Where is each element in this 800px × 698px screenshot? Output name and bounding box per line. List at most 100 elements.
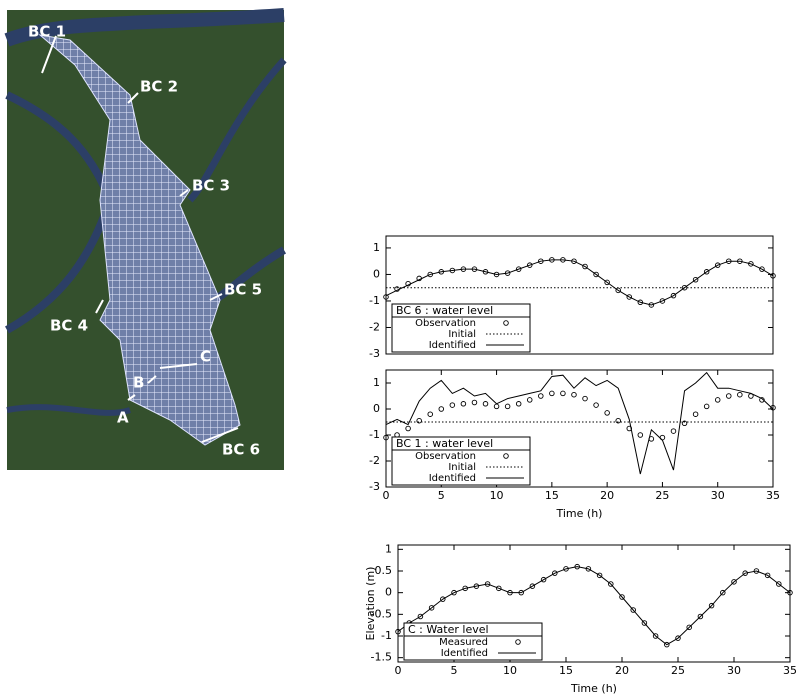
data-point	[471, 399, 478, 406]
x-tick-label: 15	[545, 489, 559, 502]
data-point	[703, 403, 710, 410]
data-point	[582, 263, 588, 270]
legend-label: Observation	[415, 451, 476, 462]
x-tick-label: 30	[711, 489, 725, 502]
data-point	[770, 273, 776, 279]
data-point	[493, 403, 500, 410]
data-point	[451, 589, 457, 596]
data-point	[764, 572, 771, 579]
legend-label: Initial	[448, 329, 476, 340]
legend-title: BC 6 : water level	[396, 304, 493, 317]
x-tick-label: 10	[503, 664, 517, 677]
y-tick-label: 0	[385, 586, 392, 599]
map-label: BC 5	[224, 281, 262, 299]
data-point	[759, 266, 765, 272]
y-tick-label: 0.5	[375, 564, 393, 577]
data-point	[619, 594, 625, 600]
data-point	[395, 628, 401, 635]
x-tick-label: 0	[395, 664, 402, 677]
data-point	[681, 284, 688, 291]
legend-marker	[503, 320, 509, 326]
data-point	[708, 602, 715, 609]
series-line	[385, 259, 774, 306]
data-point	[529, 583, 536, 589]
data-point	[670, 292, 677, 299]
data-point	[714, 262, 721, 268]
data-point	[438, 406, 445, 412]
data-point	[770, 404, 776, 411]
legend-label: Measured	[439, 637, 488, 648]
data-point	[427, 411, 433, 417]
data-point	[692, 277, 699, 283]
data-point	[383, 294, 389, 300]
data-point	[560, 390, 566, 397]
data-point	[383, 434, 389, 441]
data-point	[608, 581, 614, 587]
y-tick-label: -1	[369, 294, 380, 307]
data-point	[460, 401, 467, 407]
legend-label: Initial	[448, 462, 476, 473]
x-axis-label: Time (h)	[556, 507, 603, 520]
data-point	[428, 605, 435, 611]
x-tick-label: 20	[615, 664, 629, 677]
series-line	[385, 371, 774, 475]
map-label: BC 6	[222, 441, 260, 459]
satellite-map	[4, 8, 287, 470]
data-point	[526, 262, 533, 268]
data-point	[703, 269, 710, 275]
data-point	[670, 428, 677, 434]
legend-label: Identified	[441, 648, 488, 659]
x-tick-label: 15	[559, 664, 573, 677]
x-tick-label: 30	[727, 664, 741, 677]
data-point	[686, 624, 692, 631]
x-tick-label: 5	[438, 489, 445, 502]
x-tick-label: 35	[766, 489, 780, 502]
data-point	[504, 403, 511, 410]
data-point	[449, 402, 456, 408]
data-point	[515, 401, 522, 407]
data-point	[593, 271, 599, 278]
legend-marker	[503, 453, 509, 459]
x-tick-label: 25	[655, 489, 669, 502]
y-tick-label: 1	[373, 241, 380, 254]
data-point	[615, 417, 621, 424]
data-point	[538, 393, 544, 399]
plot-frame	[397, 544, 791, 663]
map-label: BC 3	[192, 177, 230, 195]
legend-title: BC 1 : water level	[396, 437, 493, 450]
legend-marker	[515, 639, 521, 645]
data-point	[549, 390, 555, 397]
map-label: BC 2	[140, 78, 178, 96]
y-tick-label: 1	[385, 542, 392, 555]
data-point	[637, 432, 644, 438]
data-point	[748, 261, 754, 267]
x-tick-label: 10	[490, 489, 504, 502]
data-point	[652, 633, 659, 639]
y-tick-label: -2	[369, 320, 380, 333]
data-point	[714, 397, 721, 403]
data-point	[427, 271, 433, 278]
series-line	[397, 566, 791, 646]
data-point	[720, 589, 726, 596]
data-point	[417, 613, 424, 620]
data-point	[440, 596, 446, 602]
data-point	[604, 279, 610, 286]
data-point	[648, 302, 655, 308]
data-point	[637, 299, 644, 306]
y-tick-label: -3	[369, 347, 380, 360]
legend-box	[403, 622, 543, 661]
data-point	[659, 298, 666, 304]
x-tick-label: 0	[383, 489, 390, 502]
legend-label: Identified	[429, 340, 476, 351]
map-label: A	[117, 409, 129, 427]
data-point	[697, 613, 704, 620]
legend-label: Identified	[429, 473, 476, 484]
data-point	[515, 266, 522, 272]
y-tick-label: -1	[369, 428, 380, 441]
y-tick-label: -1	[381, 629, 392, 642]
data-point	[641, 620, 648, 626]
y-tick-label: -0.5	[371, 607, 392, 620]
plot-frame	[385, 369, 774, 488]
data-point	[776, 581, 782, 587]
